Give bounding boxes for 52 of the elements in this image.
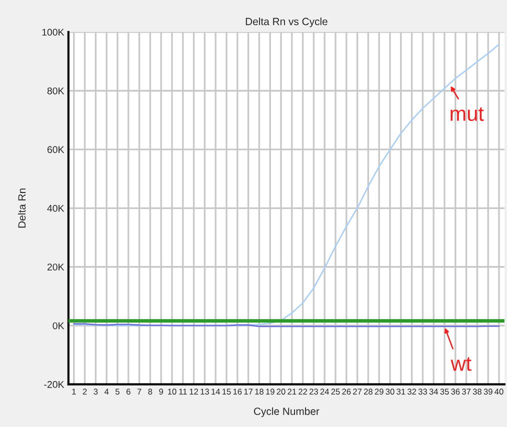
x-tick-label: 4	[104, 388, 109, 395]
x-tick-label: 30	[386, 388, 394, 395]
y-tick-label: 20K	[47, 264, 64, 270]
x-tick-label: 15	[222, 388, 231, 395]
x-tick-label: 38	[472, 388, 482, 395]
x-tick-label: 21	[288, 388, 296, 395]
x-tick-label: 1	[72, 388, 76, 395]
x-tick-label: 39	[484, 388, 492, 395]
x-tick-label: 8	[148, 388, 152, 395]
x-tick-label: 10	[168, 388, 176, 395]
x-tick-label: 3	[94, 388, 98, 395]
x-tick-label: 14	[212, 388, 220, 395]
x-tick-label: 33	[418, 388, 427, 395]
x-tick-label: 36	[451, 388, 460, 395]
x-tick-label: 23	[309, 388, 318, 395]
y-tick-label: 0K	[52, 322, 64, 330]
x-tick-label: 28	[364, 388, 372, 395]
y-tick-label: 100K	[42, 28, 64, 36]
chart-title: Delta Rn vs Cycle	[246, 18, 328, 28]
y-tick-label: 40K	[47, 204, 64, 212]
x-tick-label: 11	[179, 388, 187, 395]
x-tick-label: 2	[82, 388, 87, 395]
x-tick-label: 22	[298, 388, 308, 395]
x-tick-label: 26	[342, 388, 351, 395]
x-tick-label: 29	[374, 388, 384, 395]
x-tick-label: 13	[200, 388, 209, 395]
x-tick-label: 18	[255, 388, 264, 395]
x-tick-label: 16	[233, 388, 242, 395]
x-tick-label: 25	[331, 388, 340, 395]
x-tick-label: 9	[159, 388, 164, 395]
x-tick-label: 37	[462, 388, 471, 395]
annotation: wt	[450, 357, 472, 371]
x-tick-label: 34	[429, 388, 438, 395]
annotation: mut	[450, 107, 484, 122]
x-tick-label: 5	[116, 388, 120, 395]
x-tick-label: 12	[190, 388, 198, 395]
x-tick-label: 35	[440, 388, 449, 395]
y-tick-label: 60K	[47, 146, 64, 154]
x-tick-label: 6	[126, 388, 130, 395]
y-tick-label: 80K	[47, 87, 64, 94]
x-tick-label: 40	[494, 388, 504, 395]
x-tick-label: 7	[137, 388, 142, 395]
y-axis-title: Delta Rn	[18, 188, 26, 228]
x-tick-label: 27	[353, 388, 362, 395]
x-tick-label: 17	[244, 388, 253, 395]
x-tick-label: 24	[320, 388, 329, 395]
x-axis-title: Cycle Number	[254, 407, 320, 418]
x-tick-label: 31	[396, 388, 406, 395]
y-tick-label: -20K	[44, 381, 64, 388]
x-tick-label: 32	[407, 388, 416, 395]
x-tick-label: 20	[276, 388, 286, 395]
x-tick-label: 19	[266, 388, 274, 395]
